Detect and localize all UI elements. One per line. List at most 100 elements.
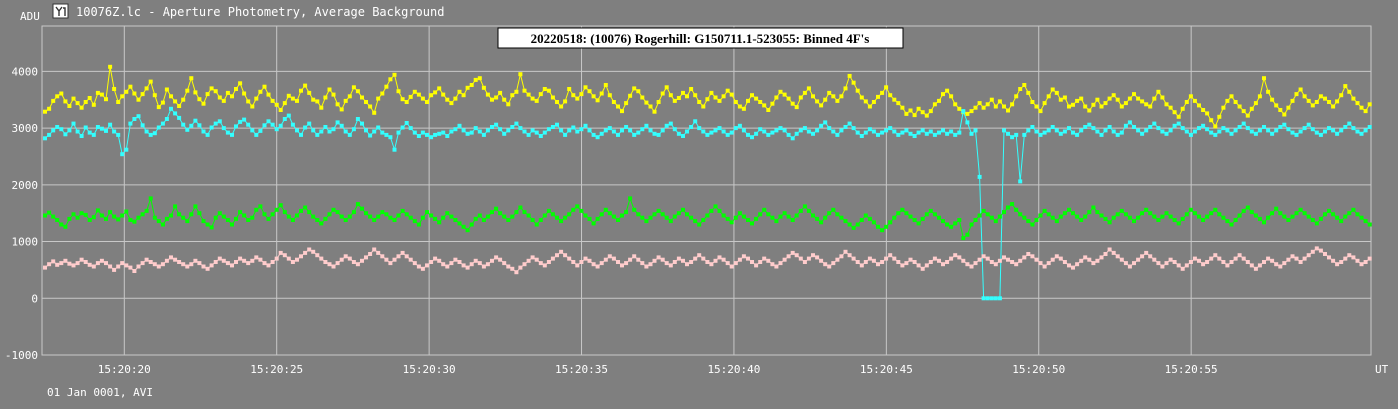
data-point bbox=[303, 125, 308, 130]
data-point bbox=[969, 264, 974, 269]
data-point bbox=[701, 104, 706, 109]
data-point bbox=[526, 213, 531, 218]
data-point bbox=[668, 219, 673, 224]
data-point bbox=[1266, 128, 1271, 133]
data-point bbox=[217, 256, 222, 261]
data-point bbox=[1067, 104, 1071, 109]
data-point bbox=[481, 132, 486, 137]
data-point bbox=[811, 213, 815, 218]
data-point bbox=[1302, 211, 1307, 216]
data-point bbox=[213, 215, 218, 220]
data-point bbox=[112, 129, 117, 134]
data-point bbox=[880, 228, 885, 233]
data-point bbox=[847, 222, 852, 227]
data-point bbox=[1160, 95, 1165, 100]
data-point bbox=[116, 100, 121, 104]
data-point bbox=[234, 260, 238, 264]
data-point bbox=[624, 101, 629, 106]
data-point bbox=[1241, 256, 1246, 261]
data-point bbox=[1152, 257, 1157, 262]
data-point bbox=[205, 266, 210, 271]
data-point bbox=[1184, 212, 1189, 217]
data-point bbox=[453, 96, 458, 101]
data-point bbox=[770, 262, 775, 267]
data-point bbox=[71, 263, 76, 268]
data-point bbox=[1282, 214, 1287, 219]
data-point bbox=[794, 253, 799, 258]
data-point bbox=[205, 222, 210, 227]
data-point bbox=[945, 88, 950, 93]
data-point bbox=[587, 216, 592, 221]
data-point bbox=[847, 73, 852, 78]
data-point bbox=[555, 100, 559, 104]
data-point bbox=[1343, 84, 1348, 89]
data-point bbox=[575, 204, 580, 209]
data-point bbox=[1294, 256, 1299, 261]
data-point bbox=[400, 250, 405, 255]
window-icon[interactable] bbox=[52, 3, 69, 19]
data-point bbox=[953, 132, 958, 137]
data-point bbox=[1103, 128, 1108, 133]
data-point bbox=[266, 119, 271, 124]
data-point bbox=[819, 258, 824, 263]
data-point bbox=[1006, 257, 1010, 262]
y-tick-label: 0 bbox=[31, 292, 38, 305]
data-point bbox=[1290, 130, 1295, 135]
data-point bbox=[1180, 106, 1185, 111]
data-point bbox=[425, 132, 429, 137]
data-point bbox=[388, 261, 393, 266]
data-point bbox=[782, 257, 787, 262]
data-point bbox=[644, 264, 649, 269]
data-point bbox=[1298, 87, 1303, 92]
data-point bbox=[307, 121, 312, 126]
data-point bbox=[676, 96, 681, 100]
data-point bbox=[1058, 131, 1063, 136]
data-point bbox=[67, 104, 72, 108]
data-point bbox=[494, 255, 499, 260]
data-point bbox=[977, 257, 982, 262]
data-point bbox=[461, 263, 466, 268]
data-point bbox=[599, 261, 604, 266]
data-point bbox=[1062, 211, 1067, 216]
data-point bbox=[396, 130, 401, 135]
data-point bbox=[1314, 100, 1319, 104]
data-point bbox=[71, 96, 76, 101]
data-point bbox=[1266, 89, 1271, 94]
data-point bbox=[343, 254, 348, 259]
data-point bbox=[1148, 254, 1153, 259]
data-point bbox=[1359, 105, 1364, 110]
data-point bbox=[1164, 102, 1169, 107]
data-point bbox=[351, 210, 356, 215]
data-point bbox=[920, 128, 925, 133]
data-point bbox=[1034, 218, 1039, 222]
y-axis-ticks: -1000 0 1000 2000 3000 4000 bbox=[5, 65, 38, 362]
data-point bbox=[664, 215, 669, 220]
data-point bbox=[112, 87, 117, 91]
data-point bbox=[360, 258, 364, 263]
data-point bbox=[1335, 262, 1340, 267]
data-point bbox=[693, 93, 698, 98]
chart-title: 20220518: (10076) Rogerhill: G150711.1-5… bbox=[531, 31, 870, 46]
data-point bbox=[916, 263, 921, 268]
data-point bbox=[238, 256, 243, 261]
data-point bbox=[1286, 257, 1291, 262]
data-point bbox=[1042, 208, 1047, 213]
data-point bbox=[1160, 214, 1165, 219]
data-point bbox=[83, 125, 88, 130]
data-point bbox=[603, 257, 608, 262]
data-point bbox=[1331, 104, 1336, 109]
data-point bbox=[1367, 256, 1372, 261]
data-point bbox=[1241, 208, 1246, 213]
data-point bbox=[640, 261, 645, 266]
data-point bbox=[689, 215, 694, 220]
data-point bbox=[1075, 132, 1080, 137]
data-point bbox=[490, 258, 494, 263]
data-point bbox=[571, 207, 576, 212]
data-point bbox=[205, 92, 210, 97]
data-point bbox=[286, 256, 291, 261]
data-point bbox=[1176, 121, 1181, 126]
data-point bbox=[904, 211, 909, 216]
data-point bbox=[534, 130, 539, 135]
data-point bbox=[1062, 129, 1067, 134]
data-point bbox=[1018, 212, 1023, 217]
